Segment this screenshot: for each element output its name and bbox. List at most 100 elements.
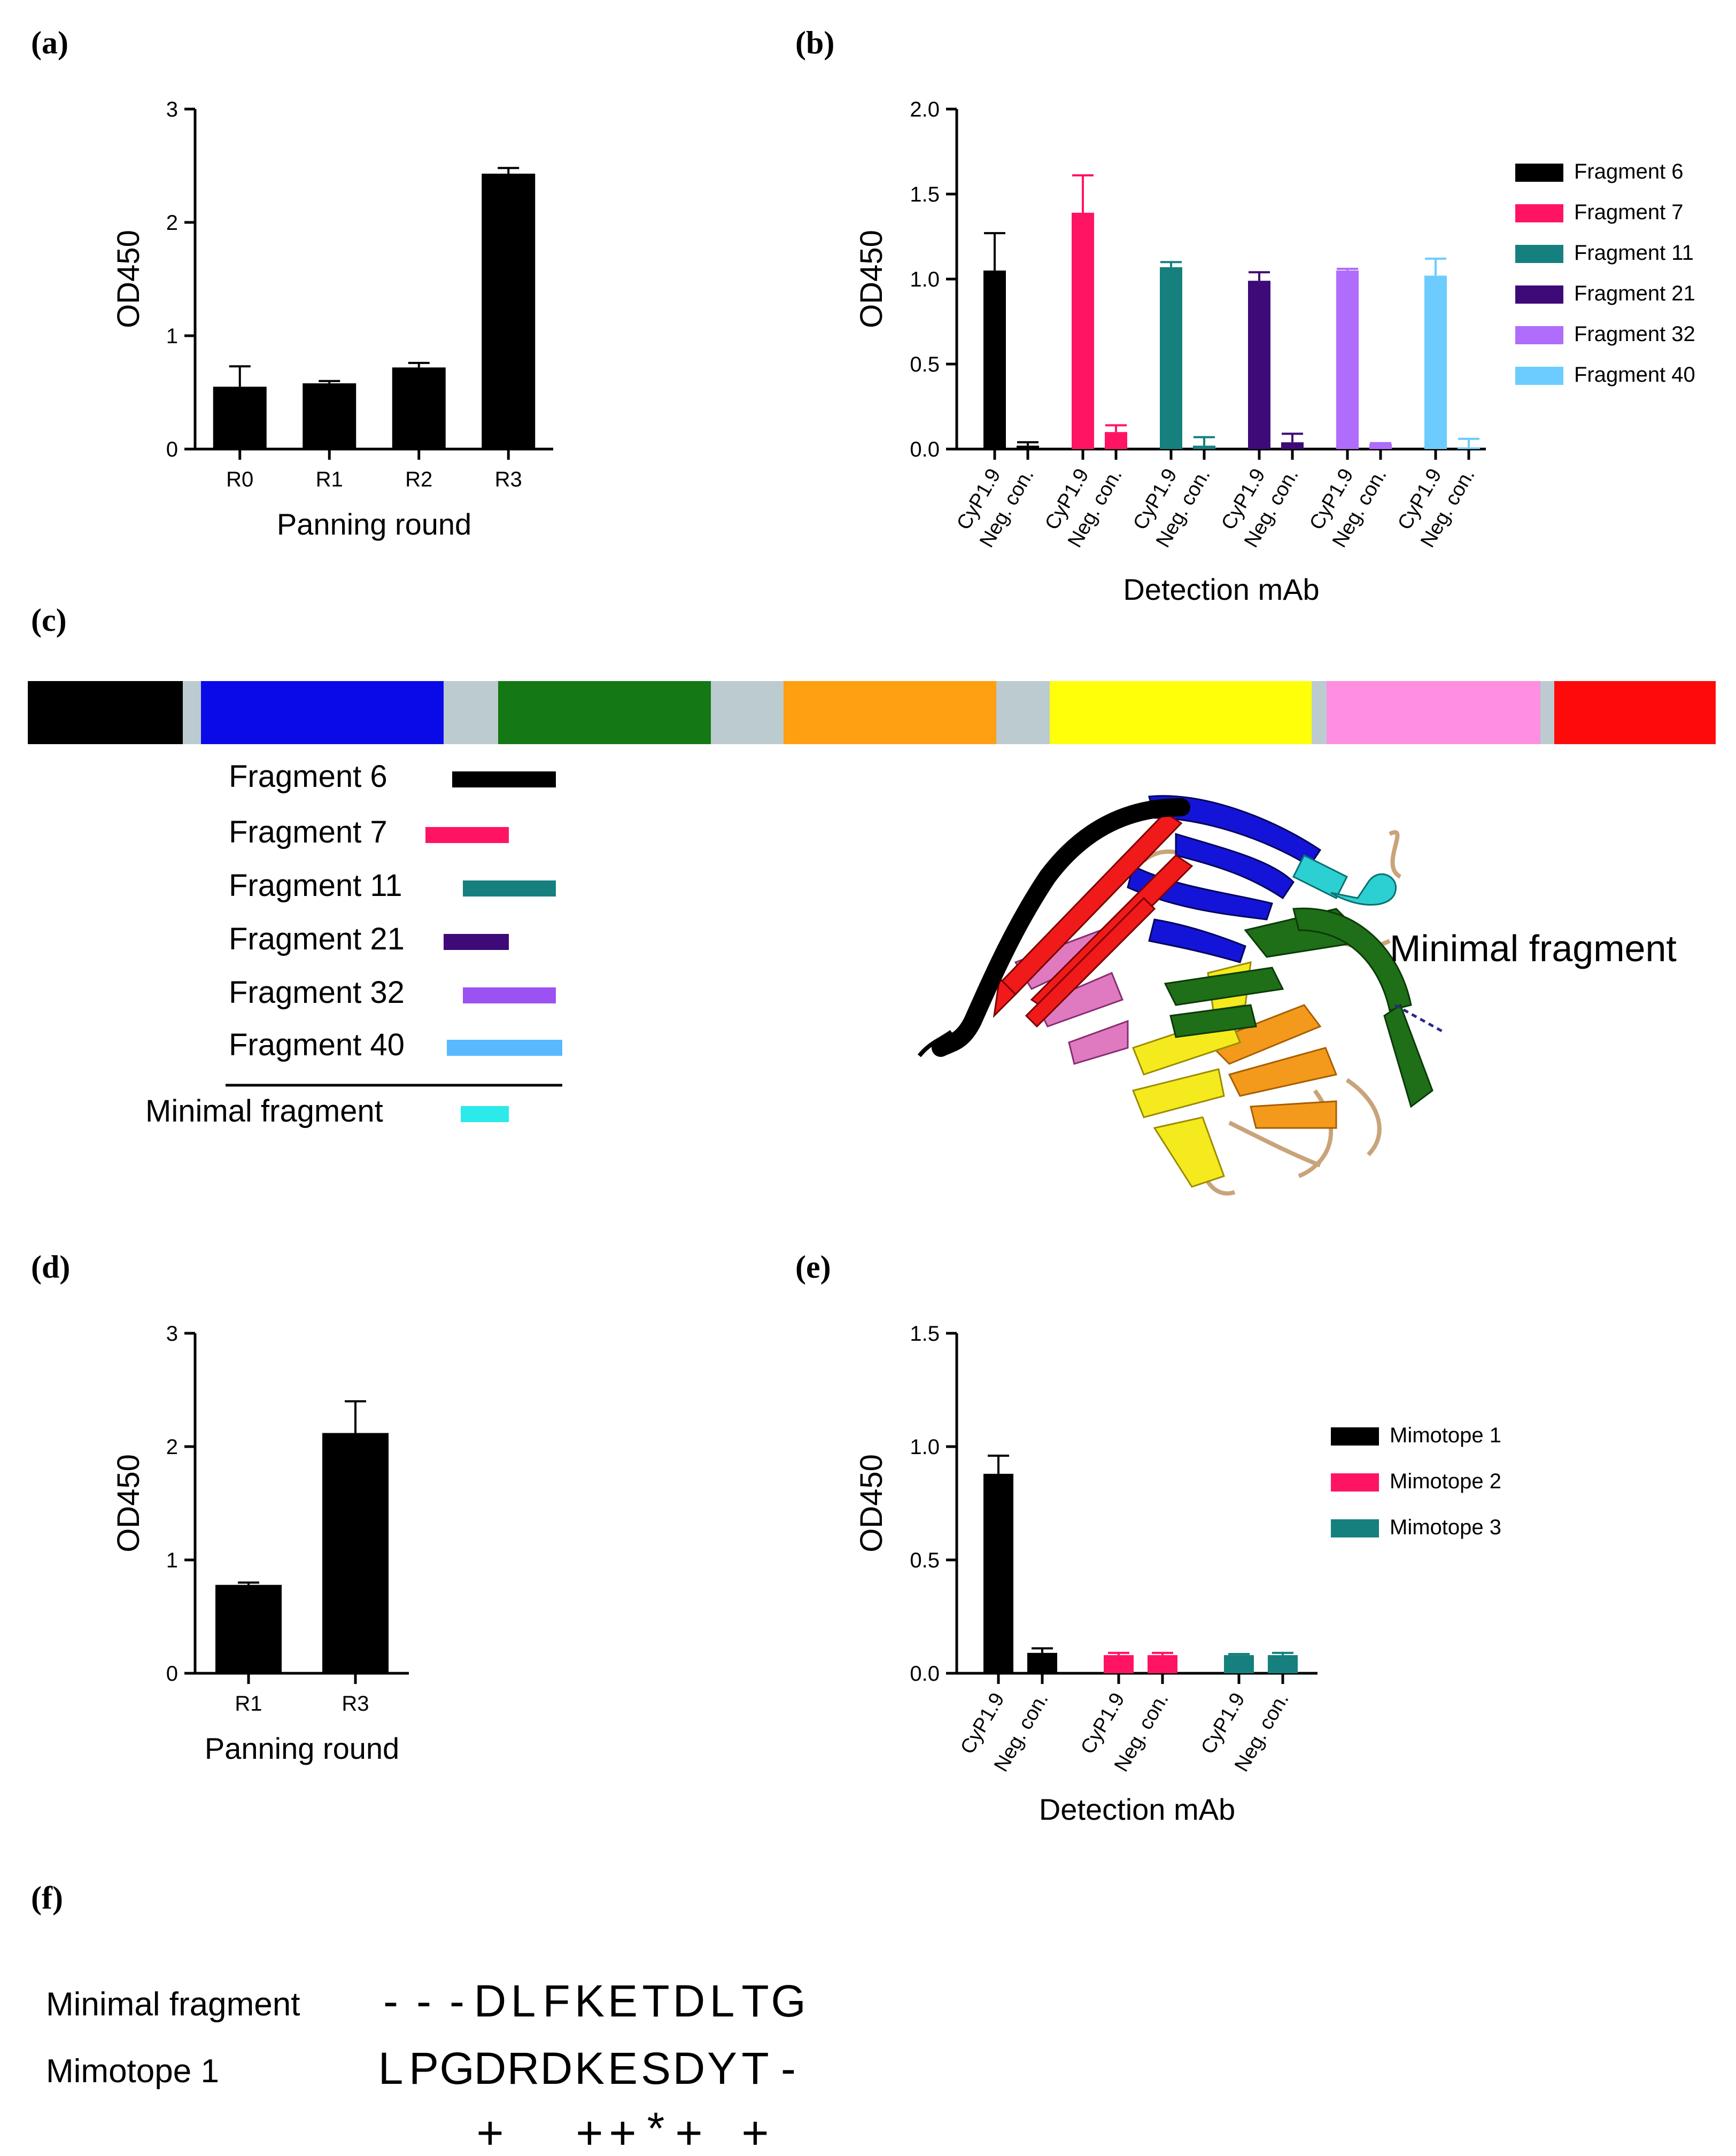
green-domain: [1164, 907, 1433, 1108]
bar: [322, 1433, 389, 1673]
fragment-bar: [444, 934, 509, 950]
alignment-label-mimotope-1: Mimotope 1: [46, 2053, 219, 2090]
residue: T: [741, 2043, 769, 2093]
y-axis-label: OD450: [854, 1454, 889, 1552]
legend-label: Fragment 21: [1574, 282, 1695, 305]
fragment-bar: [463, 880, 556, 897]
panel-label-d: (d): [31, 1249, 70, 1285]
x-tick-label: R1: [235, 1692, 262, 1715]
black-strand-tail: [917, 1030, 953, 1057]
alignment-label-minimal-fragment: Minimal fragment: [46, 1986, 300, 2023]
domain-segment: [498, 681, 711, 744]
bar: [1104, 1655, 1134, 1673]
legend-label: Fragment 11: [1574, 241, 1694, 265]
y-tick-label: 1.5: [910, 183, 940, 206]
y-tick-label: 1.0: [910, 268, 940, 291]
residue: -: [449, 1976, 464, 2026]
bar: [1072, 212, 1094, 449]
legend-label: Fragment 7: [1574, 200, 1684, 224]
x-tick-label: R0: [226, 468, 253, 491]
fragment-map: Fragment 6 Fragment 7 Fragment 11 Fragme…: [145, 759, 562, 1129]
y-tick-label: 0.0: [910, 438, 940, 461]
y-tick-label: 2.0: [910, 98, 940, 121]
residue: E: [608, 1976, 638, 2026]
x-axis-label: Panning round: [205, 1732, 399, 1765]
y-tick-label: 0: [166, 1662, 178, 1686]
legend-swatch: [1331, 1519, 1379, 1537]
bar: [1268, 1655, 1298, 1673]
fragment-bar: [425, 827, 509, 843]
residue: -: [383, 1976, 398, 2026]
y-tick-label: 2: [166, 211, 178, 235]
y-axis-label: OD450: [111, 1454, 146, 1552]
fragment-label: Fragment 6: [229, 759, 387, 794]
residue: -: [416, 1976, 431, 2026]
orange-domain: [1206, 1004, 1338, 1129]
y-tick-label: 0.5: [910, 1549, 940, 1572]
fragment-label: Fragment 32: [229, 975, 405, 1010]
minimal-fragment-bar: [461, 1106, 509, 1122]
residue: K: [575, 2043, 604, 2093]
alignment-mark: *: [647, 2103, 665, 2153]
residue: D: [540, 2043, 573, 2093]
chart-a: 0 1 2 3 OD450 Panning round R0 R1 R2 R3: [111, 98, 553, 541]
fragment-label: Fragment 7: [229, 815, 387, 849]
bar: [1105, 432, 1127, 449]
panel-label-f: (f): [31, 1880, 63, 1915]
domain-segment: [784, 681, 996, 744]
residue: T: [642, 1976, 669, 2026]
alignment-marks: + + + * + +: [476, 2103, 769, 2156]
panel-label-c: (c): [31, 602, 67, 638]
bar: [1336, 271, 1359, 449]
bar: [213, 387, 267, 449]
panel-label-e: (e): [795, 1249, 831, 1285]
bar: [1281, 442, 1304, 449]
legend-swatch: [1331, 1427, 1379, 1446]
panel-c: Fragment 6 Fragment 7 Fragment 11 Fragme…: [28, 681, 1716, 1196]
residue: D: [474, 2043, 507, 2093]
black-strand: [932, 798, 1190, 1057]
x-tick-label: R3: [342, 1692, 369, 1715]
bar: [1248, 281, 1270, 449]
minimal-fragment-annotation: Minimal fragment: [1390, 928, 1677, 969]
legend-swatch: [1515, 204, 1563, 222]
y-tick-label: 3: [166, 98, 178, 121]
legend-label: Fragment 6: [1574, 160, 1684, 183]
residue: D: [673, 2043, 706, 2093]
y-tick-label: 0.5: [910, 353, 940, 376]
domain-segment: [1554, 681, 1716, 744]
bar: [1224, 1655, 1254, 1673]
residue: P: [409, 2043, 439, 2093]
legend-label: Mimotope 2: [1390, 1470, 1501, 1493]
residue: G: [771, 1976, 805, 2026]
x-axis-label: Panning round: [277, 507, 471, 541]
alignment-mark: +: [576, 2106, 603, 2156]
bar: [1458, 447, 1480, 449]
panel-label-b: (b): [795, 25, 834, 60]
fragment-bar: [447, 1040, 562, 1056]
alignment-mark: +: [741, 2106, 769, 2156]
x-tick-label: R3: [495, 468, 522, 491]
legend-label: Mimotope 3: [1390, 1516, 1501, 1539]
cyan-minimal-fragment: [1292, 854, 1397, 906]
residue: L: [378, 2043, 404, 2093]
legend-swatch: [1515, 367, 1563, 385]
residue: R: [507, 2043, 540, 2093]
residue: -: [781, 2043, 796, 2093]
y-tick-label: 1.0: [910, 1435, 940, 1459]
sequence-row-mimotope-1: L P GD R D K E S D Y T -: [378, 2043, 796, 2093]
alignment-mark: +: [609, 2106, 636, 2156]
bar: [1017, 445, 1039, 449]
residue: E: [608, 2043, 638, 2093]
panel-label-a: (a): [31, 25, 68, 60]
residue: L: [710, 1976, 735, 2026]
domain-segment: [28, 681, 183, 744]
fragment-label: Fragment 11: [229, 868, 402, 903]
y-tick-label: 2: [166, 1435, 178, 1459]
alignment-mark: +: [675, 2106, 702, 2156]
legend-swatch: [1515, 326, 1563, 344]
y-axis-label: OD450: [111, 230, 146, 328]
residue: Y: [707, 2043, 737, 2093]
fragment-bar: [452, 771, 556, 787]
